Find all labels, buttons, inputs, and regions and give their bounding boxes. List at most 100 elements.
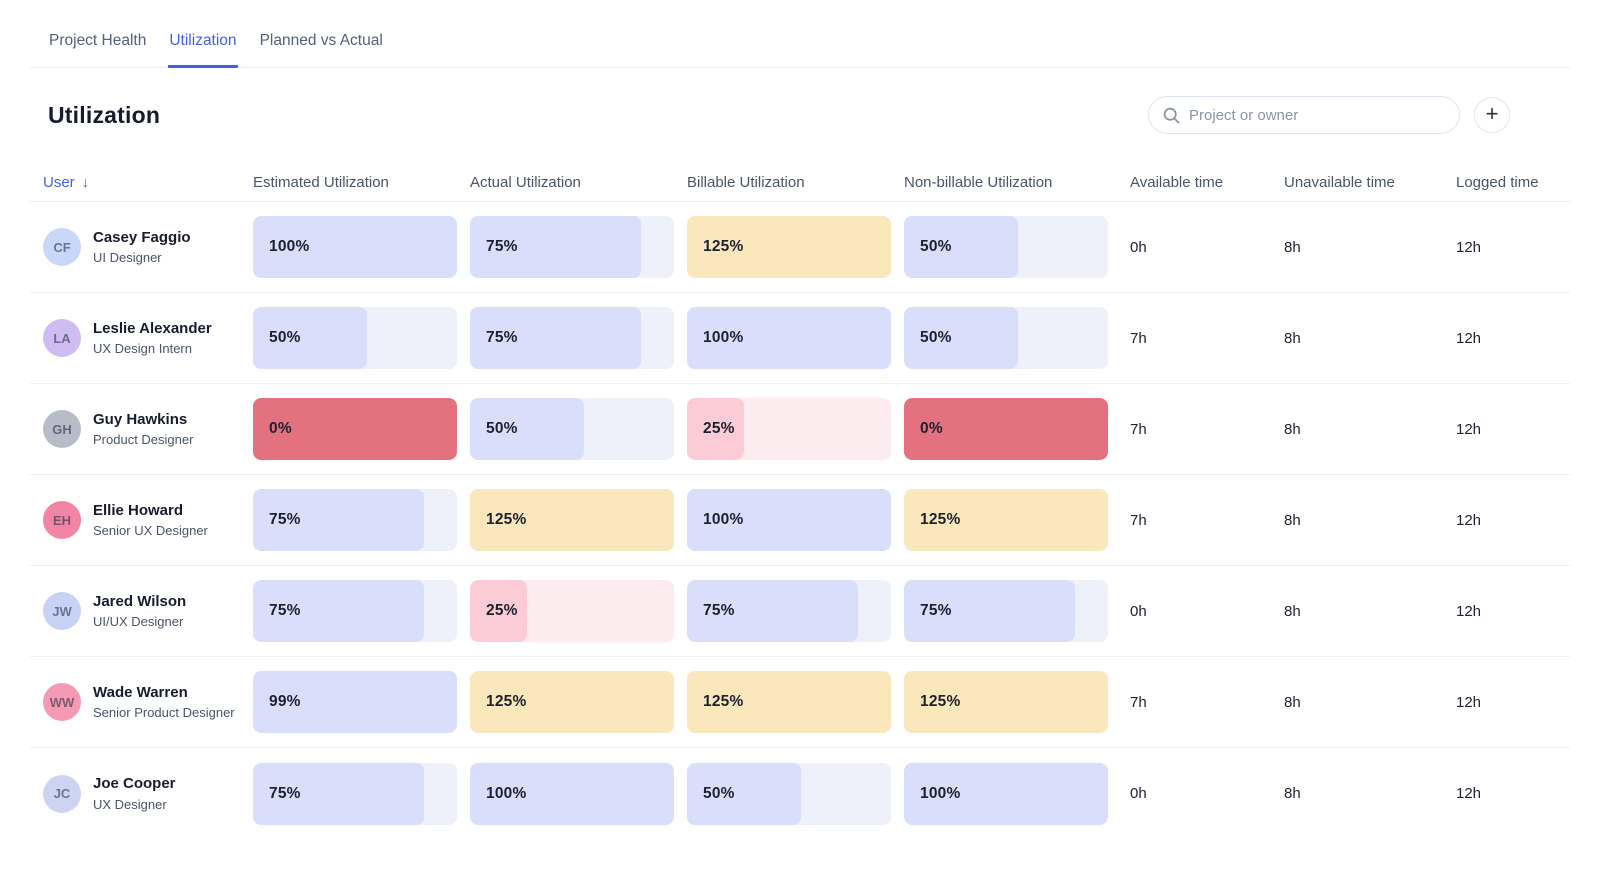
table-row[interactable]: CF Casey Faggio UI Designer 100% 75% 125… (30, 202, 1570, 293)
bar-fill (470, 671, 674, 733)
logged-time-cell: 12h (1456, 420, 1482, 438)
table-row[interactable]: LA Leslie Alexander UX Design Intern 50%… (30, 293, 1570, 384)
utilization-bar: 125% (470, 671, 674, 733)
table-row[interactable]: JW Jared Wilson UI/UX Designer 75% 25% 7… (30, 566, 1570, 657)
bar-fill (904, 307, 1019, 369)
estimated-utilization-cell: 75% (253, 489, 470, 551)
non-billable-utilization-cell: 50% (904, 216, 1130, 278)
bar-fill (470, 762, 674, 825)
user-role: Senior Product Designer (93, 705, 235, 721)
avatar: EH (43, 501, 81, 539)
bar-value-label: 100% (486, 784, 527, 802)
user-role: Senior UX Designer (93, 523, 208, 539)
tab-project-health[interactable]: Project Health (49, 32, 147, 49)
billable-utilization-cell: 75% (687, 580, 904, 642)
actual-utilization-cell: 125% (470, 489, 687, 551)
utilization-bar: 75% (904, 580, 1108, 642)
available-time-cell: 7h (1130, 511, 1147, 529)
bar-value-label: 50% (703, 784, 735, 802)
logged-time-cell: 12h (1456, 238, 1482, 256)
bar-fill (687, 398, 745, 460)
actual-utilization-cell: 75% (470, 216, 687, 278)
available-time-cell: 7h (1130, 329, 1147, 347)
column-header-user[interactable]: User ↓ (43, 174, 90, 191)
column-header-available[interactable]: Available time (1130, 174, 1224, 191)
search-input[interactable] (1189, 106, 1445, 124)
estimated-utilization-cell: 75% (253, 580, 470, 642)
bar-fill (253, 398, 457, 460)
actual-utilization-cell: 75% (470, 307, 687, 369)
billable-utilization-cell: 100% (687, 489, 904, 551)
bar-value-label: 75% (269, 602, 301, 619)
user-cell: GH Guy Hawkins Product Designer (43, 410, 253, 448)
user-role: UX Designer (93, 796, 167, 812)
column-header-unavailable[interactable]: Unavailable time (1284, 174, 1395, 191)
table-row[interactable]: WW Wade Warren Senior Product Designer 9… (30, 657, 1570, 748)
unavailable-time-cell: 8h (1284, 511, 1301, 529)
bar-value-label: 0% (920, 420, 943, 437)
billable-utilization-cell: 25% (687, 398, 904, 460)
logged-time-cell: 12h (1456, 511, 1482, 529)
billable-utilization-cell: 50% (687, 762, 904, 825)
actual-utilization-cell: 125% (470, 671, 687, 733)
utilization-bar: 75% (253, 580, 457, 642)
estimated-utilization-cell: 75% (253, 762, 470, 825)
bar-value-label: 75% (269, 784, 301, 802)
bar-fill (687, 671, 891, 733)
bar-fill (904, 671, 1108, 733)
bar-value-label: 75% (920, 602, 952, 619)
table-row[interactable]: GH Guy Hawkins Product Designer 0% 50% 2… (30, 384, 1570, 475)
table-row[interactable]: JC Joe Cooper UX Designer 75% 100% 50% (30, 748, 1570, 839)
bar-fill (687, 307, 891, 369)
billable-utilization-cell: 100% (687, 307, 904, 369)
user-name: Casey Faggio (93, 228, 191, 246)
avatar-initials: JW (52, 603, 72, 619)
bar-value-label: 125% (920, 511, 961, 528)
avatar-initials: EH (52, 512, 72, 528)
avatar: GH (43, 410, 81, 448)
utilization-bar: 75% (470, 307, 674, 369)
bar-fill (687, 762, 802, 825)
estimated-utilization-cell: 100% (253, 216, 470, 278)
table-row[interactable]: EH Ellie Howard Senior UX Designer 75% 1… (30, 475, 1570, 566)
utilization-bar: 125% (904, 489, 1108, 551)
utilization-bar: 25% (470, 580, 674, 642)
logged-time-cell: 12h (1456, 693, 1482, 711)
bar-value-label: 100% (920, 784, 961, 802)
bar-value-label: 125% (486, 511, 527, 528)
bar-fill (687, 580, 859, 642)
search-box[interactable] (1148, 96, 1460, 134)
bar-fill (904, 762, 1108, 825)
unavailable-time-cell: 8h (1284, 329, 1301, 347)
sort-desc-icon[interactable]: ↓ (81, 174, 90, 191)
bar-fill (253, 671, 457, 733)
column-header-logged[interactable]: Logged time (1456, 174, 1539, 191)
bar-fill (904, 398, 1108, 460)
add-button[interactable]: + (1474, 97, 1510, 133)
bar-fill (687, 489, 891, 551)
non-billable-utilization-cell: 50% (904, 307, 1130, 369)
tab-utilization[interactable]: Utilization (168, 22, 238, 68)
bar-value-label: 75% (486, 238, 518, 255)
tab-planned-vs-actual[interactable]: Planned vs Actual (259, 32, 383, 49)
column-header-estimated[interactable]: Estimated Utilization (253, 174, 389, 191)
avatar-initials: JC (53, 786, 71, 801)
utilization-bar: 125% (904, 671, 1108, 733)
utilization-bar: 75% (687, 580, 891, 642)
user-name: Wade Warren (93, 683, 188, 701)
actual-utilization-cell: 50% (470, 398, 687, 460)
bar-value-label: 75% (703, 602, 735, 619)
column-header-actual[interactable]: Actual Utilization (470, 174, 581, 191)
search-icon (1163, 107, 1180, 123)
bar-value-label: 75% (486, 329, 518, 346)
user-cell: WW Wade Warren Senior Product Designer (43, 683, 253, 721)
logged-time-cell: 12h (1456, 785, 1482, 802)
column-header-non-billable[interactable]: Non-billable Utilization (904, 174, 1053, 191)
column-header-billable[interactable]: Billable Utilization (687, 174, 805, 191)
avatar: JW (43, 592, 81, 630)
utilization-bar: 100% (687, 489, 891, 551)
non-billable-utilization-cell: 0% (904, 398, 1130, 460)
utilization-bar: 99% (253, 671, 457, 733)
bar-value-label: 75% (269, 511, 301, 528)
non-billable-utilization-cell: 75% (904, 580, 1130, 642)
